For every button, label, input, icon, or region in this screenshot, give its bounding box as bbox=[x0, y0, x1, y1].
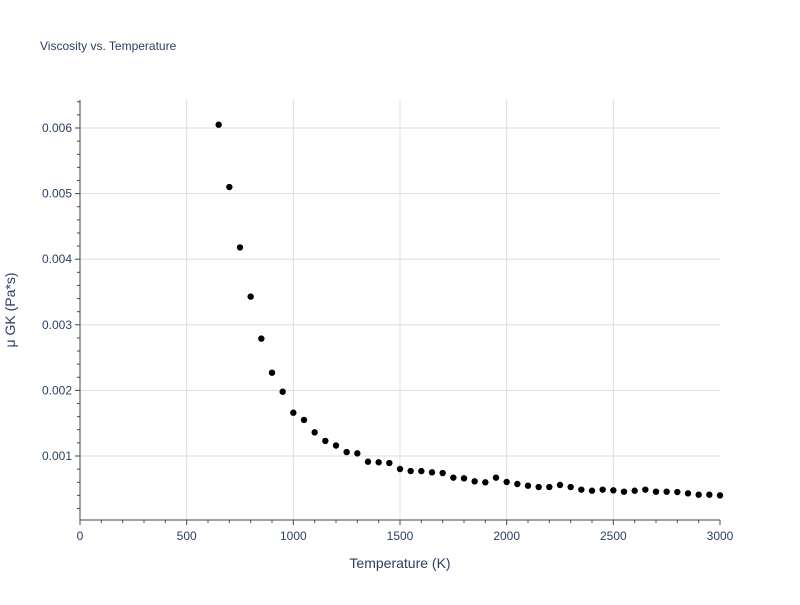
data-point bbox=[524, 482, 532, 489]
data-point bbox=[631, 487, 638, 494]
y-tick-label: 0.002 bbox=[42, 383, 72, 397]
y-tick-label: 0.003 bbox=[42, 318, 72, 332]
x-tick-label: 0 bbox=[77, 529, 84, 543]
x-tick-label: 1000 bbox=[280, 529, 307, 543]
data-point bbox=[567, 483, 574, 491]
data-point bbox=[439, 469, 446, 477]
data-point bbox=[343, 448, 350, 456]
data-point bbox=[418, 467, 425, 475]
data-point bbox=[226, 183, 233, 191]
x-axis-label: Temperature (K) bbox=[349, 555, 450, 571]
x-tick-label: 2500 bbox=[600, 529, 627, 543]
data-point bbox=[407, 467, 414, 475]
data-point bbox=[322, 437, 329, 445]
data-point bbox=[364, 458, 372, 465]
data-point bbox=[268, 369, 276, 376]
data-point bbox=[247, 293, 254, 300]
data-point bbox=[215, 121, 222, 128]
data-point bbox=[492, 474, 500, 481]
data-point bbox=[684, 490, 692, 497]
data-point bbox=[578, 486, 585, 493]
y-tick-label: 0.006 bbox=[42, 121, 72, 135]
data-point bbox=[620, 488, 628, 495]
data-point bbox=[674, 488, 681, 496]
data-point bbox=[290, 409, 297, 416]
data-point bbox=[706, 491, 713, 498]
data-point bbox=[375, 459, 382, 466]
x-tick-label: 1500 bbox=[387, 529, 414, 543]
data-point bbox=[460, 475, 468, 482]
data-point bbox=[332, 442, 340, 449]
data-point bbox=[450, 474, 457, 481]
data-point bbox=[642, 486, 649, 493]
x-tick-label: 3000 bbox=[707, 529, 734, 543]
data-point bbox=[503, 478, 510, 486]
data-point bbox=[599, 486, 606, 493]
data-point bbox=[716, 492, 724, 499]
data-point bbox=[535, 483, 542, 491]
y-tick-label: 0.004 bbox=[42, 252, 72, 266]
data-point bbox=[663, 488, 670, 495]
data-point bbox=[386, 459, 393, 467]
data-point bbox=[556, 481, 564, 489]
data-point bbox=[695, 491, 702, 498]
x-tick-label: 2000 bbox=[493, 529, 520, 543]
data-point bbox=[396, 465, 404, 473]
y-axis-label: μ GK (Pa*s) bbox=[2, 273, 18, 348]
data-point bbox=[300, 416, 308, 424]
chart-title: Viscosity vs. Temperature bbox=[40, 39, 177, 53]
data-point bbox=[546, 483, 553, 491]
data-point bbox=[258, 335, 265, 342]
data-point bbox=[354, 450, 361, 457]
data-point bbox=[514, 480, 521, 488]
data-point bbox=[588, 487, 596, 494]
y-tick-label: 0.001 bbox=[42, 449, 72, 463]
x-tick-label: 500 bbox=[177, 529, 197, 543]
data-point bbox=[311, 429, 318, 436]
data-point bbox=[428, 469, 436, 476]
data-point bbox=[482, 479, 489, 486]
data-point bbox=[610, 487, 617, 494]
data-point bbox=[279, 388, 286, 395]
data-point bbox=[236, 244, 244, 251]
y-tick-label: 0.005 bbox=[42, 187, 72, 201]
data-point bbox=[652, 488, 660, 495]
data-point bbox=[471, 478, 478, 485]
